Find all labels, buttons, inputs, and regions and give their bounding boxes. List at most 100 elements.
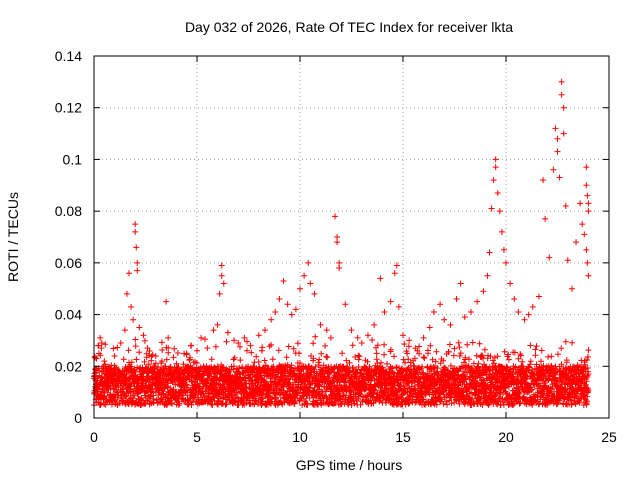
y-tick-label: 0.1 (63, 151, 83, 167)
data-point (311, 290, 318, 297)
data-point (165, 334, 172, 341)
dense-point-band (91, 333, 592, 409)
chart-title: Day 032 of 2026, Rate Of TEC Index for r… (185, 19, 513, 35)
data-point (562, 202, 569, 209)
y-tick-label: 0.06 (55, 255, 82, 271)
data-point (261, 327, 268, 334)
data-point (280, 277, 287, 284)
data-point (556, 174, 563, 181)
plot-frame (93, 55, 610, 419)
data-point (364, 332, 371, 339)
x-tick-label: 20 (498, 429, 514, 445)
data-point (107, 365, 114, 372)
data-point (540, 177, 547, 184)
data-point (453, 296, 460, 303)
y-tick-label: 0.08 (55, 203, 82, 219)
data-point (550, 166, 557, 173)
x-tick-label: 0 (90, 429, 98, 445)
data-point (412, 345, 419, 352)
data-point (136, 324, 143, 331)
data-point (152, 352, 159, 359)
data-point (461, 314, 468, 321)
data-point (564, 257, 571, 264)
data-point (484, 272, 491, 279)
x-tick-labels: 0 5 10 15 20 25 (90, 429, 617, 445)
data-point (554, 148, 561, 155)
data-point (585, 208, 592, 215)
data-point (130, 316, 137, 323)
data-point (358, 340, 365, 347)
data-point (488, 205, 495, 212)
y-axis-title: ROTI / TECUs (5, 192, 21, 282)
data-point (158, 358, 165, 365)
data-point (503, 259, 509, 266)
data-point (218, 262, 225, 269)
data-point (494, 190, 501, 197)
data-point (583, 246, 590, 253)
data-point (496, 208, 503, 215)
data-point (584, 192, 591, 199)
data-point (210, 327, 217, 334)
data-point (542, 215, 549, 222)
data-point (198, 334, 205, 341)
data-point (441, 316, 448, 323)
data-point (307, 280, 314, 287)
axis-ticks (93, 55, 610, 419)
data-point (123, 290, 130, 297)
data-point (111, 352, 118, 359)
data-point (492, 164, 499, 171)
data-point (457, 280, 464, 287)
point-band (91, 333, 592, 409)
data-point (117, 340, 124, 347)
data-point (247, 342, 254, 349)
data-point (187, 342, 194, 349)
data-point (377, 275, 384, 282)
data-point (546, 254, 553, 261)
data-point (525, 311, 532, 318)
data-point (577, 200, 584, 207)
data-point (583, 182, 590, 189)
data-point (101, 358, 108, 365)
data-point (581, 231, 588, 238)
x-tick-label: 15 (395, 429, 411, 445)
data-point (301, 272, 308, 279)
data-point (391, 270, 398, 277)
data-point (134, 259, 141, 266)
data-point (529, 303, 536, 310)
data-point (235, 340, 242, 347)
data-point (214, 321, 221, 328)
data-point (284, 301, 291, 308)
data-point (323, 327, 330, 334)
y-tick-label: 0.12 (55, 100, 82, 116)
data-point (305, 259, 312, 266)
data-point (579, 221, 586, 228)
data-point (133, 244, 140, 251)
data-point (194, 347, 200, 354)
data-point (140, 332, 147, 339)
data-point (126, 270, 133, 277)
data-point (400, 332, 406, 339)
data-point (395, 303, 402, 310)
y-tick-labels: 0 0.02 0.04 0.06 0.08 0.1 0.12 0.14 (55, 48, 82, 426)
data-point (430, 308, 437, 315)
data-point (568, 285, 575, 292)
data-point (573, 239, 580, 246)
data-point (276, 296, 283, 303)
data-point (406, 337, 413, 344)
y-tick-label: 0.14 (55, 48, 82, 64)
data-point (327, 334, 334, 341)
data-point (224, 329, 231, 336)
data-point (348, 327, 355, 334)
y-tick-label: 0.04 (55, 307, 82, 323)
data-point (97, 334, 104, 341)
data-point (134, 267, 141, 274)
data-point (371, 321, 378, 328)
data-point (554, 135, 561, 142)
data-point (474, 298, 481, 305)
data-point (183, 350, 190, 357)
data-point (560, 104, 567, 111)
data-point (490, 177, 497, 184)
data-point (486, 249, 493, 256)
data-points (93, 78, 592, 388)
y-tick-label: 0.02 (55, 358, 82, 374)
